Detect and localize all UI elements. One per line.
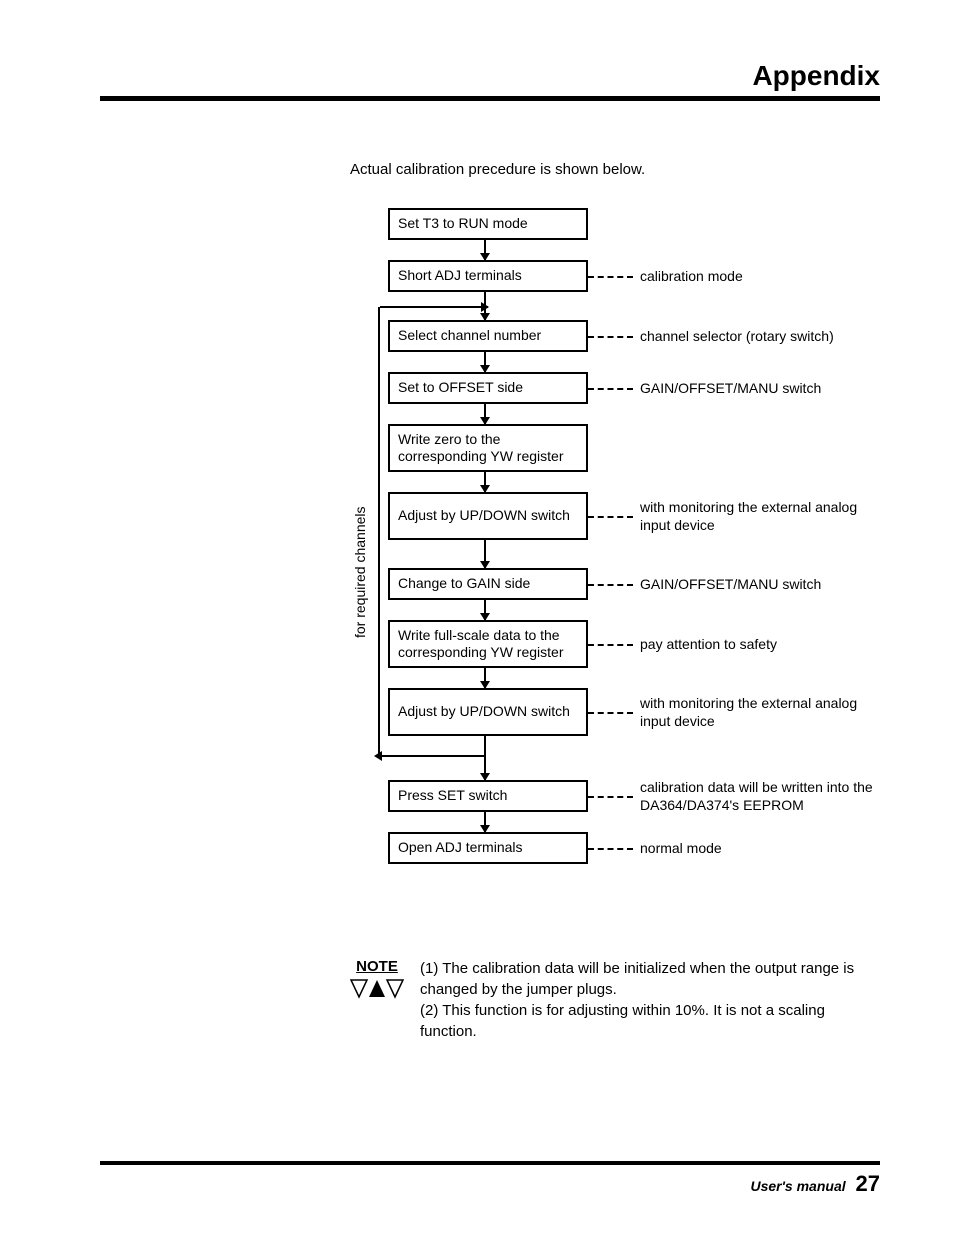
- loop-merge-arrow: [380, 306, 488, 308]
- flow-dash-5: [588, 516, 633, 518]
- footer-page-number: 27: [856, 1171, 880, 1196]
- page: Appendix Actual calibration precedure is…: [100, 60, 880, 1042]
- flow-annotation-5: with monitoring the external analog inpu…: [640, 498, 880, 534]
- footer-label: User's manual: [750, 1178, 845, 1194]
- flow-box-10: Open ADJ terminals: [388, 832, 588, 864]
- flow-arrow-6: [484, 600, 486, 620]
- flow-dash-10: [588, 848, 633, 850]
- flow-dash-9: [588, 796, 633, 798]
- page-header-title: Appendix: [100, 60, 880, 92]
- flow-arrow-8: [484, 736, 486, 780]
- flow-annotation-10: normal mode: [640, 839, 880, 857]
- intro-text: Actual calibration precedure is shown be…: [350, 161, 880, 178]
- flow-arrow-7: [484, 668, 486, 688]
- flow-dash-2: [588, 336, 633, 338]
- loop-vertical-line: [378, 307, 380, 756]
- note-label-column: NOTE: [350, 958, 404, 1042]
- flow-box-3: Set to OFFSET side: [388, 372, 588, 404]
- flow-box-6: Change to GAIN side: [388, 568, 588, 600]
- flow-box-9: Press SET switch: [388, 780, 588, 812]
- loop-side-label: for required channels: [352, 506, 368, 638]
- flow-dash-3: [588, 388, 633, 390]
- flow-annotation-2: channel selector (rotary switch): [640, 327, 880, 345]
- flow-box-2: Select channel number: [388, 320, 588, 352]
- flow-dash-8: [588, 712, 633, 714]
- flow-arrow-9: [484, 812, 486, 832]
- note-block: NOTE (1) The calibration data will be in…: [350, 958, 880, 1042]
- flow-box-1: Short ADJ terminals: [388, 260, 588, 292]
- calibration-flowchart: for required channels Set T3 to RUN mode…: [360, 208, 880, 928]
- flow-annotation-8: with monitoring the external analog inpu…: [640, 694, 880, 730]
- flow-arrow-4: [484, 472, 486, 492]
- note-item-1: (1) The calibration data will be initial…: [420, 958, 880, 1000]
- footer: User's manual 27: [750, 1171, 880, 1197]
- flow-annotation-7: pay attention to safety: [640, 635, 880, 653]
- flow-arrow-5: [484, 540, 486, 568]
- flow-box-4: Write zero to the corresponding YW regis…: [388, 424, 588, 472]
- flow-arrow-3: [484, 404, 486, 424]
- flow-dash-1: [588, 276, 633, 278]
- note-label: NOTE: [356, 958, 398, 975]
- caution-triangle-icon: [350, 979, 404, 999]
- flow-annotation-6: GAIN/OFFSET/MANU switch: [640, 575, 880, 593]
- flow-arrow-0: [484, 240, 486, 260]
- flow-box-7: Write full-scale data to the correspondi…: [388, 620, 588, 668]
- flow-annotation-3: GAIN/OFFSET/MANU switch: [640, 379, 880, 397]
- note-item-2: (2) This function is for adjusting withi…: [420, 1000, 880, 1042]
- loop-bottom-connector: [378, 755, 486, 757]
- flow-arrow-2: [484, 352, 486, 372]
- flow-dash-7: [588, 644, 633, 646]
- flow-box-5: Adjust by UP/DOWN switch: [388, 492, 588, 540]
- flow-box-8: Adjust by UP/DOWN switch: [388, 688, 588, 736]
- flow-box-0: Set T3 to RUN mode: [388, 208, 588, 240]
- footer-rule: [100, 1161, 880, 1165]
- header-rule: [100, 96, 880, 101]
- flow-dash-6: [588, 584, 633, 586]
- note-text: (1) The calibration data will be initial…: [420, 958, 880, 1042]
- flow-annotation-9: calibration data will be written into th…: [640, 778, 880, 814]
- flow-annotation-1: calibration mode: [640, 267, 880, 285]
